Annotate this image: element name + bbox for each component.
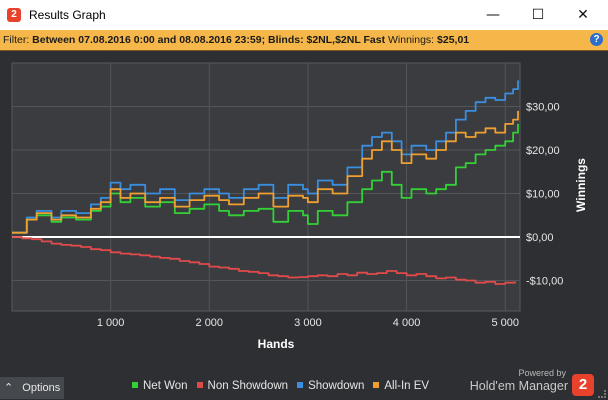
- chevron-up-icon: ⌃: [4, 382, 14, 394]
- filter-criteria: Between 07.08.2016 0:00 and 08.08.2016 2…: [32, 34, 386, 46]
- resize-grip-icon[interactable]: [598, 390, 606, 398]
- options-label: Options: [22, 382, 61, 394]
- x-tick-label: 1 000: [97, 317, 125, 329]
- powered-by-text: Powered by: [518, 368, 566, 378]
- plot-area: [11, 62, 521, 312]
- winnings-label: Winnings:: [388, 34, 435, 46]
- y-tick-label: -$10,00: [526, 276, 563, 288]
- x-tick-label: 2 000: [196, 317, 224, 329]
- close-button[interactable]: ✕: [577, 7, 589, 23]
- chart-legend: Net Won Non Showdown Showdown All-In EV: [132, 380, 438, 392]
- x-tick-label: 5 000: [491, 317, 519, 329]
- options-button[interactable]: ⌃ Options: [0, 377, 64, 399]
- legend-item[interactable]: Non Showdown: [196, 380, 289, 392]
- app-logo-icon: 2: [7, 8, 21, 22]
- filter-label: Filter:: [3, 34, 30, 46]
- help-icon[interactable]: ?: [590, 33, 603, 46]
- brand-name: Hold'em Manager: [469, 379, 568, 393]
- legend-label: Net Won: [143, 380, 188, 392]
- legend-swatch: [132, 382, 138, 388]
- hem-logo-icon: 2: [572, 374, 594, 396]
- legend-item[interactable]: All-In EV: [373, 380, 429, 392]
- y-tick-label: $0,00: [526, 232, 554, 244]
- legend-label: All-In EV: [384, 380, 430, 392]
- filter-bar[interactable]: Filter: Between 07.08.2016 0:00 and 08.0…: [0, 30, 608, 51]
- y-axis-label: Winnings: [574, 158, 588, 212]
- series-line-all-in-ev: [12, 110, 519, 234]
- series-line-net-won: [12, 123, 519, 234]
- legend-swatch: [373, 382, 380, 388]
- x-tick-label: 4 000: [393, 317, 421, 329]
- title-bar: 2 Results Graph — ☐ ✕: [0, 0, 608, 30]
- results-chart: $30,00 $20,00 $10,00 $0,00 -$10,00 1 000 2 000…: [0, 51, 608, 373]
- legend-swatch: [297, 382, 304, 388]
- legend-label: Showdown: [308, 380, 365, 392]
- winnings-value: $25,01: [437, 34, 470, 46]
- series-line-showdown: [12, 80, 519, 234]
- x-tick-label: 3 000: [294, 317, 322, 329]
- legend-label: Non Showdown: [207, 380, 289, 392]
- legend-swatch: [196, 382, 203, 388]
- maximize-button[interactable]: ☐: [531, 7, 545, 23]
- filter-summary: Filter: Between 07.08.2016 0:00 and 08.0…: [3, 34, 469, 46]
- chart-svg: $30,00 $20,00 $10,00 $0,00 -$10,00 1 000 2 000…: [11, 62, 588, 351]
- y-tick-label: $20,00: [526, 145, 560, 157]
- legend-item[interactable]: Net Won: [132, 380, 188, 392]
- x-axis-label: Hands: [258, 337, 295, 351]
- window-title: Results Graph: [29, 8, 106, 22]
- legend-item[interactable]: Showdown: [297, 380, 364, 392]
- y-tick-label: $10,00: [526, 189, 560, 201]
- minimize-button[interactable]: —: [486, 7, 500, 23]
- footer: ⌃ Options Net Won Non Showdown Showdown All…: [0, 368, 608, 400]
- series-line-non-showdown: [12, 236, 516, 285]
- y-tick-label: $30,00: [526, 102, 560, 114]
